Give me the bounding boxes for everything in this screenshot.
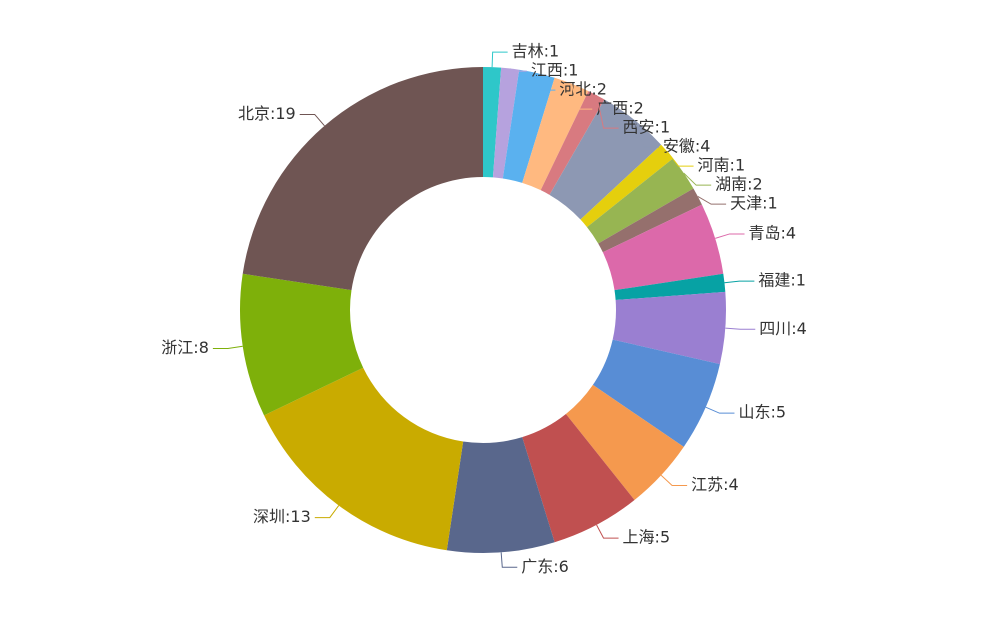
pie-slice: [239, 273, 364, 416]
slice-label: 浙江:8: [161, 338, 209, 357]
pie-slice: [612, 291, 726, 365]
slice-label: 天津:1: [730, 194, 778, 213]
slice-label: 山东:5: [738, 403, 786, 422]
label-line: [314, 505, 340, 519]
label-line: [697, 196, 727, 205]
slice-label: 西安:1: [623, 118, 671, 137]
pie-slice: [614, 273, 726, 301]
label-line: [725, 327, 756, 330]
slice-label: 河南:1: [698, 156, 746, 175]
label-line: [536, 72, 556, 91]
label-line: [683, 172, 712, 186]
pie-slice: [592, 339, 720, 447]
slice-label: 江苏:4: [691, 475, 739, 494]
slice-label: 广西:2: [596, 99, 644, 118]
slice-label: 安徽:4: [663, 137, 711, 156]
pie-slice: [264, 367, 464, 551]
label-line: [724, 280, 755, 284]
pie-slice: [483, 67, 502, 178]
pie-slice: [586, 158, 694, 244]
slice-label: 青岛:4: [749, 223, 797, 242]
label-line: [299, 113, 325, 127]
label-line: [660, 474, 688, 486]
pie-slice: [598, 188, 702, 253]
label-line: [491, 51, 508, 68]
pie-slice: [492, 67, 520, 179]
pie-slice: [446, 437, 555, 553]
slice-label: 江西:1: [531, 61, 579, 80]
slice-label: 广东:6: [521, 557, 569, 576]
label-line: [596, 95, 619, 129]
label-line: [666, 151, 694, 167]
pie-slice: [502, 69, 555, 183]
pie-slice: [565, 384, 684, 500]
pie-slice: [540, 91, 605, 195]
label-line: [212, 345, 243, 349]
pie-slice: [522, 413, 635, 543]
slice-label: 湖南:2: [715, 175, 763, 194]
pie-slice: [580, 144, 673, 228]
pie-slice: [549, 99, 662, 220]
label-line: [634, 119, 659, 148]
slice-label: 吉林:1: [512, 42, 560, 61]
slice-label: 上海:5: [623, 528, 671, 547]
label-line: [705, 406, 735, 414]
slice-label: 福建:1: [758, 271, 806, 290]
label-line: [500, 552, 518, 568]
label-line: [571, 83, 593, 110]
label-line: [596, 524, 619, 539]
slice-label: 北京:19: [238, 104, 296, 123]
slice-label: 深圳:13: [253, 507, 311, 526]
label-line: [715, 233, 745, 239]
slice-label: 河北:2: [559, 80, 607, 99]
pie-slice: [242, 67, 483, 291]
pie-slice: [522, 77, 589, 191]
slice-label: 四川:4: [759, 319, 807, 338]
pie-slice: [602, 204, 724, 291]
label-line: [509, 68, 527, 72]
